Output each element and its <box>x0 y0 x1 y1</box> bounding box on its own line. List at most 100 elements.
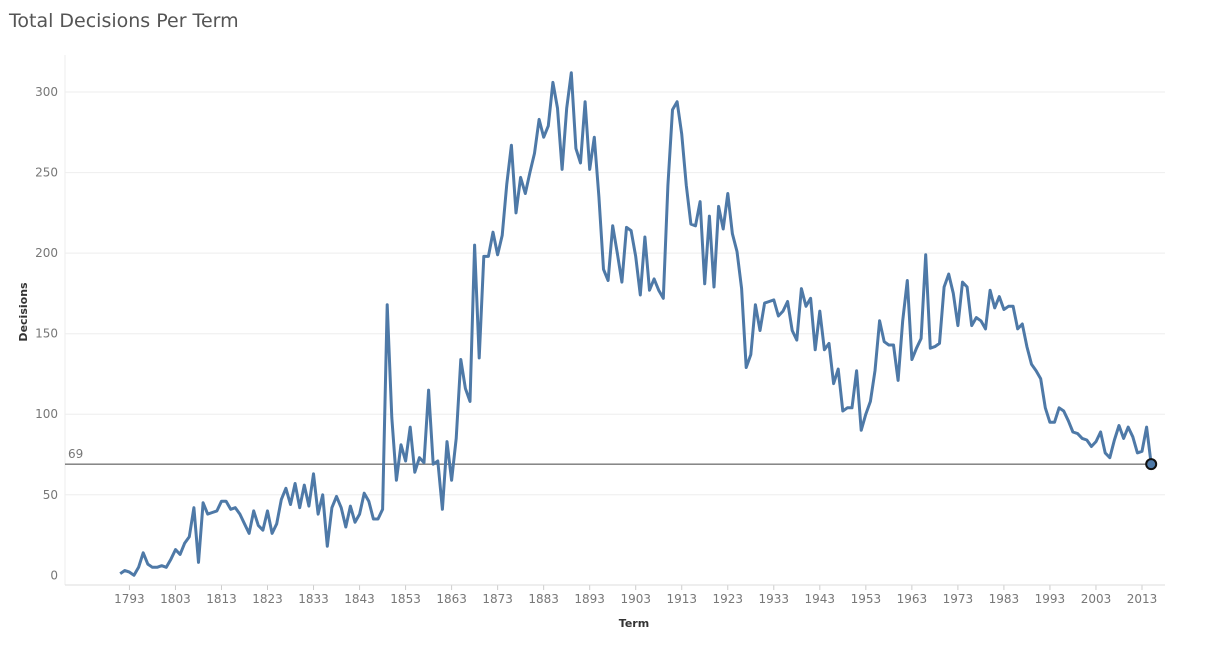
data-point[interactable] <box>869 400 872 403</box>
data-point[interactable] <box>897 379 900 382</box>
data-point[interactable] <box>597 195 600 198</box>
data-point[interactable] <box>390 416 393 419</box>
data-point[interactable] <box>358 513 361 516</box>
data-point[interactable] <box>910 358 913 361</box>
data-point[interactable] <box>823 348 826 351</box>
data-point[interactable] <box>1021 323 1024 326</box>
data-point[interactable] <box>722 227 725 230</box>
data-point[interactable] <box>984 327 987 330</box>
data-point[interactable] <box>588 168 591 171</box>
data-point[interactable] <box>284 487 287 490</box>
data-point[interactable] <box>855 369 858 372</box>
data-point[interactable] <box>229 508 232 511</box>
data-point[interactable] <box>943 285 946 288</box>
data-point[interactable] <box>528 171 531 174</box>
data-point[interactable] <box>1030 363 1033 366</box>
data-point[interactable] <box>1012 305 1015 308</box>
data-point[interactable] <box>344 526 347 529</box>
data-point[interactable] <box>151 566 154 569</box>
data-point[interactable] <box>1085 439 1088 442</box>
data-point[interactable] <box>464 387 467 390</box>
data-point[interactable] <box>146 563 149 566</box>
data-point[interactable] <box>1081 437 1084 440</box>
data-point[interactable] <box>1039 377 1042 380</box>
data-point[interactable] <box>620 281 623 284</box>
data-point[interactable] <box>335 495 338 498</box>
data-point[interactable] <box>533 152 536 155</box>
data-point[interactable] <box>1131 435 1134 438</box>
data-point[interactable] <box>726 192 729 195</box>
data-point[interactable] <box>289 503 292 506</box>
data-point[interactable] <box>841 410 844 413</box>
data-point[interactable] <box>1104 451 1107 454</box>
data-point[interactable] <box>436 459 439 462</box>
data-point[interactable] <box>248 532 251 535</box>
data-point[interactable] <box>257 524 260 527</box>
data-point[interactable] <box>183 542 186 545</box>
data-point[interactable] <box>307 505 310 508</box>
data-point[interactable] <box>754 303 757 306</box>
data-point[interactable] <box>312 472 315 475</box>
data-point[interactable] <box>1117 424 1120 427</box>
data-point[interactable] <box>832 382 835 385</box>
data-point[interactable] <box>179 553 182 556</box>
data-point[interactable] <box>137 566 140 569</box>
data-point[interactable] <box>441 508 444 511</box>
data-point[interactable] <box>349 505 352 508</box>
data-point[interactable] <box>694 224 697 227</box>
data-point[interactable] <box>639 294 642 297</box>
data-point[interactable] <box>901 319 904 322</box>
data-point[interactable] <box>625 226 628 229</box>
data-point[interactable] <box>952 292 955 295</box>
data-point[interactable] <box>657 289 660 292</box>
data-point[interactable] <box>1071 430 1074 433</box>
data-point[interactable] <box>689 223 692 226</box>
data-point[interactable] <box>340 506 343 509</box>
data-point[interactable] <box>777 314 780 317</box>
data-point[interactable] <box>966 285 969 288</box>
data-point[interactable] <box>482 255 485 258</box>
data-point[interactable] <box>317 513 320 516</box>
data-point[interactable] <box>326 545 329 548</box>
data-point[interactable] <box>883 340 886 343</box>
data-point[interactable] <box>446 440 449 443</box>
data-point[interactable] <box>376 517 379 520</box>
data-point[interactable] <box>1002 308 1005 311</box>
data-point[interactable] <box>616 252 619 255</box>
data-point[interactable] <box>142 551 145 554</box>
data-point[interactable] <box>395 479 398 482</box>
data-point[interactable] <box>805 305 808 308</box>
data-point[interactable] <box>321 493 324 496</box>
data-point[interactable] <box>634 255 637 258</box>
data-point[interactable] <box>1053 421 1056 424</box>
last-point-marker[interactable] <box>1145 458 1158 471</box>
data-point[interactable] <box>519 176 522 179</box>
data-point[interactable] <box>156 566 159 569</box>
data-point[interactable] <box>303 484 306 487</box>
data-point[interactable] <box>708 215 711 218</box>
data-point[interactable] <box>427 389 430 392</box>
data-point[interactable] <box>561 168 564 171</box>
data-point[interactable] <box>699 200 702 203</box>
data-point[interactable] <box>653 277 656 280</box>
data-point[interactable] <box>1044 406 1047 409</box>
data-point[interactable] <box>685 184 688 187</box>
data-point[interactable] <box>818 310 821 313</box>
data-point[interactable] <box>450 479 453 482</box>
data-point[interactable] <box>271 532 274 535</box>
data-point[interactable] <box>837 368 840 371</box>
data-point[interactable] <box>892 343 895 346</box>
data-point[interactable] <box>574 147 577 150</box>
data-point[interactable] <box>505 182 508 185</box>
data-point[interactable] <box>795 339 798 342</box>
data-point[interactable] <box>1048 421 1051 424</box>
data-point[interactable] <box>234 506 237 509</box>
data-point[interactable] <box>579 161 582 164</box>
data-point[interactable] <box>643 236 646 239</box>
data-point[interactable] <box>542 136 545 139</box>
data-point[interactable] <box>353 521 356 524</box>
data-point[interactable] <box>266 509 269 512</box>
data-point[interactable] <box>469 400 472 403</box>
data-point[interactable] <box>800 287 803 290</box>
data-point[interactable] <box>989 289 992 292</box>
